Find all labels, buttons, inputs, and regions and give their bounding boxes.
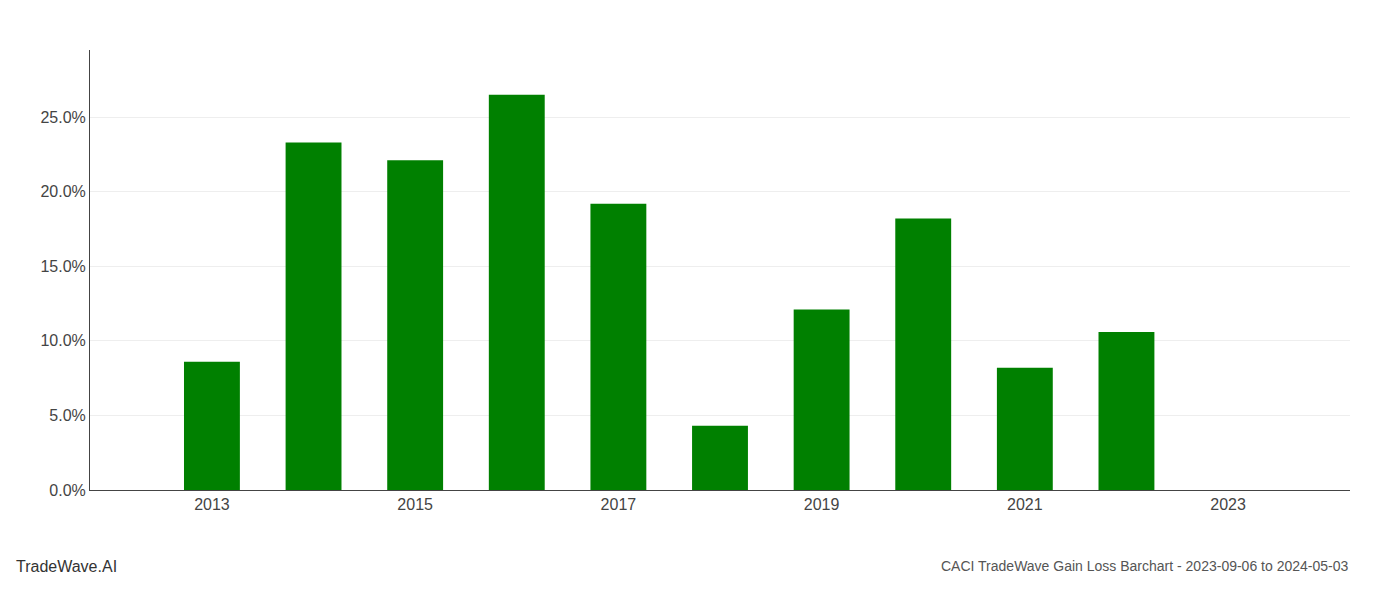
- svg-text:10.0%: 10.0%: [40, 332, 85, 349]
- svg-text:25.0%: 25.0%: [40, 109, 85, 126]
- svg-text:TradeWave.AI: TradeWave.AI: [16, 558, 117, 575]
- svg-text:2017: 2017: [601, 496, 637, 513]
- svg-text:2013: 2013: [194, 496, 230, 513]
- svg-text:CACI TradeWave Gain Loss Barch: CACI TradeWave Gain Loss Barchart - 2023…: [941, 558, 1348, 574]
- svg-text:5.0%: 5.0%: [49, 407, 85, 424]
- svg-text:2023: 2023: [1210, 496, 1246, 513]
- svg-text:15.0%: 15.0%: [40, 258, 85, 275]
- svg-text:2019: 2019: [804, 496, 840, 513]
- svg-text:2021: 2021: [1007, 496, 1043, 513]
- svg-text:20.0%: 20.0%: [40, 183, 85, 200]
- svg-text:2015: 2015: [397, 496, 433, 513]
- svg-text:0.0%: 0.0%: [49, 482, 85, 499]
